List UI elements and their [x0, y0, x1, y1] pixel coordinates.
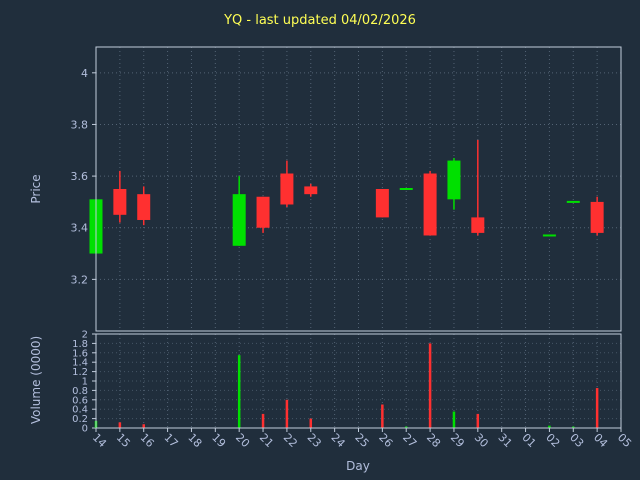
candle-body	[113, 189, 127, 215]
candle-body	[471, 217, 485, 233]
volume-tick-label: 0.8	[72, 386, 88, 397]
volume-bar	[261, 413, 265, 428]
day-tick-label: 02	[543, 431, 562, 450]
day-tick-label: 25	[352, 431, 371, 450]
volume-bar	[548, 425, 551, 428]
volume-bar	[237, 355, 241, 428]
day-tick-label: 14	[90, 431, 109, 450]
volume-tick-label: 1.6	[72, 348, 88, 359]
day-tick-label: 23	[305, 431, 324, 450]
day-axis-label: Day	[346, 459, 370, 473]
volume-bar	[428, 343, 432, 428]
day-tick-label: 20	[233, 431, 252, 450]
volume-bar	[572, 426, 575, 428]
day-tick-label: 15	[114, 431, 133, 450]
volume-bar	[309, 418, 313, 428]
price-tick-label: 3.4	[71, 222, 89, 235]
day-tick-label: 16	[138, 431, 157, 450]
candle-body	[280, 173, 294, 205]
day-tick-label: 26	[376, 431, 395, 450]
candle-body	[423, 173, 437, 236]
price-tick-label: 4	[81, 67, 88, 80]
volume-tick-label: 1.4	[72, 358, 88, 369]
candle-body	[304, 186, 318, 195]
day-tick-label: 03	[567, 431, 586, 450]
day-tick-label: 17	[161, 431, 180, 450]
day-tick-label: 19	[209, 431, 228, 450]
day-tick-label: 28	[424, 431, 443, 450]
volume-bar	[452, 411, 456, 428]
volume-tick-label: 2	[82, 330, 88, 341]
volume-tick-label: 0.2	[72, 414, 88, 425]
day-tick-label: 18	[185, 431, 204, 450]
volume-tick-label: 1	[82, 377, 88, 388]
day-tick-label: 27	[400, 431, 419, 450]
volume-tick-label: 1.8	[72, 339, 88, 350]
volume-bar	[476, 413, 480, 428]
candle-body	[375, 189, 389, 218]
volume-bar	[595, 388, 599, 428]
candle-body	[447, 160, 461, 200]
price-tick-label: 3.8	[71, 118, 89, 131]
candle-body	[256, 196, 270, 228]
volume-bar	[285, 399, 289, 428]
price-tick-label: 3.2	[71, 273, 89, 286]
day-tick-label: 30	[472, 431, 491, 450]
day-tick-label: 31	[496, 431, 515, 450]
volume-tick-label: 0.6	[72, 395, 88, 406]
day-tick-label: 01	[519, 431, 538, 450]
volume-tick-label: 0.4	[72, 405, 88, 416]
chart-title: YQ - last updated 04/02/2026	[224, 13, 416, 28]
price-panel-border	[95, 46, 622, 332]
volume-bar	[142, 424, 145, 428]
volume-tick-label: 0	[82, 424, 88, 435]
price-tick-label: 3.6	[71, 170, 89, 183]
day-tick-label: 29	[448, 431, 467, 450]
day-tick-label: 24	[329, 431, 348, 450]
day-tick-label: 21	[257, 431, 276, 450]
day-tick-label: 05	[615, 431, 634, 450]
volume-bar	[118, 422, 122, 428]
candle-body	[590, 201, 604, 233]
candle-body	[232, 194, 246, 246]
volume-bar	[381, 404, 384, 428]
volume-panel-border	[95, 333, 622, 429]
volume-tick-label: 1.2	[72, 367, 88, 378]
volume-bar	[404, 426, 408, 428]
day-tick-label: 22	[281, 431, 300, 450]
day-tick-label: 04	[591, 431, 610, 450]
candle-body	[137, 194, 151, 220]
